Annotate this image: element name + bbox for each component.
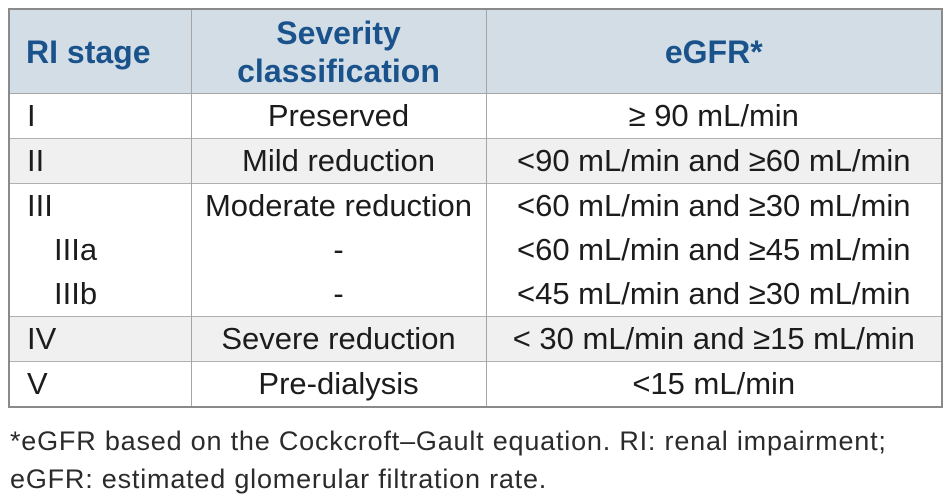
severity-cell: Moderate reduction bbox=[190, 183, 487, 228]
table-row-stage-5: V Pre-dialysis <15 mL/min bbox=[8, 361, 943, 407]
stage-cell: IV bbox=[8, 316, 192, 362]
egfr-cell: < 30 mL/min and ≥15 mL/min bbox=[485, 316, 943, 362]
column-header-egfr: eGFR* bbox=[485, 8, 943, 94]
egfr-cell: <15 mL/min bbox=[485, 361, 943, 407]
severity-cell: - bbox=[190, 228, 487, 272]
severity-cell: Pre-dialysis bbox=[190, 361, 487, 407]
stage-cell: I bbox=[8, 93, 192, 139]
stage-cell: III bbox=[8, 183, 192, 228]
table-row-stage-3a: IIIa - <60 mL/min and ≥45 mL/min bbox=[8, 228, 943, 272]
stage-cell: V bbox=[8, 361, 192, 407]
egfr-cell: <45 mL/min and ≥30 mL/min bbox=[485, 272, 943, 317]
stage-cell: IIIb bbox=[8, 272, 192, 317]
severity-cell: Preserved bbox=[190, 93, 487, 139]
severity-cell: Severe reduction bbox=[190, 316, 487, 362]
stage-cell: II bbox=[8, 138, 192, 184]
table-row-stage-1: I Preserved ≥ 90 mL/min bbox=[8, 93, 943, 139]
severity-cell: Mild reduction bbox=[190, 138, 487, 184]
renal-impairment-table: RI stage Severity classification eGFR* I… bbox=[8, 8, 943, 408]
egfr-cell: <60 mL/min and ≥45 mL/min bbox=[485, 228, 943, 272]
column-header-ri-stage: RI stage bbox=[8, 8, 192, 94]
table-row-stage-3b: IIIb - <45 mL/min and ≥30 mL/min bbox=[8, 272, 943, 317]
table-row-stage-3: III Moderate reduction <60 mL/min and ≥3… bbox=[8, 183, 943, 228]
egfr-cell: <60 mL/min and ≥30 mL/min bbox=[485, 183, 943, 228]
table-row-stage-4: IV Severe reduction < 30 mL/min and ≥15 … bbox=[8, 316, 943, 362]
severity-cell: - bbox=[190, 272, 487, 317]
egfr-cell: <90 mL/min and ≥60 mL/min bbox=[485, 138, 943, 184]
egfr-cell: ≥ 90 mL/min bbox=[485, 93, 943, 139]
table-row-stage-2: II Mild reduction <90 mL/min and ≥60 mL/… bbox=[8, 138, 943, 184]
stage-cell: IIIa bbox=[8, 228, 192, 272]
header-row: RI stage Severity classification eGFR* bbox=[8, 8, 943, 94]
table-footnote: *eGFR based on the Cockcroft–Gault equat… bbox=[10, 426, 887, 494]
column-header-severity-classification: Severity classification bbox=[190, 8, 487, 94]
